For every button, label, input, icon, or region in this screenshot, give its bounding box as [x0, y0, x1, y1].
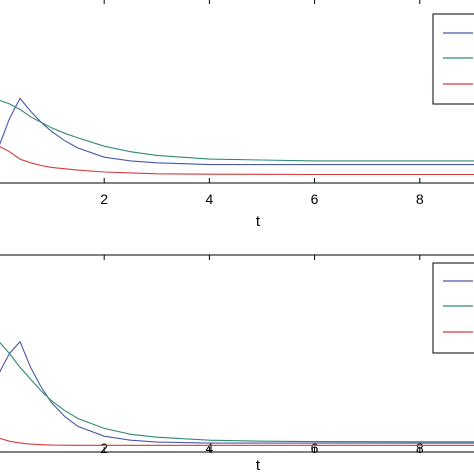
- chart-panel-2: 2 4 6 8 t: [0, 254, 474, 474]
- series-line-3: [0, 437, 474, 446]
- x-axis-label: t: [256, 457, 261, 474]
- x-tick-label: 6: [311, 440, 319, 456]
- plot-frame: [0, 0, 474, 184]
- x-tick-label: 6: [311, 191, 319, 207]
- series-line-1: [0, 340, 474, 444]
- chart-panel-1: 2 4 6 8 t: [0, 0, 474, 230]
- legend: [432, 13, 474, 105]
- x-tick-label: 8: [416, 191, 424, 207]
- series-line-2: [0, 341, 474, 443]
- plot-frame: [0, 254, 474, 453]
- series-line-3: [0, 146, 474, 176]
- x-tick-label: 2: [100, 191, 108, 207]
- series-line-1: [0, 97, 474, 166]
- series-line-2: [0, 99, 474, 162]
- x-tick-label: 4: [205, 191, 213, 207]
- x-tick-label: 4: [205, 440, 213, 456]
- x-axis-label: t: [256, 213, 261, 230]
- legend-box: [432, 13, 474, 105]
- legend-box: [432, 262, 474, 354]
- x-tick-label: 2: [100, 440, 108, 456]
- x-tick-label: 8: [416, 440, 424, 456]
- legend: [432, 262, 474, 354]
